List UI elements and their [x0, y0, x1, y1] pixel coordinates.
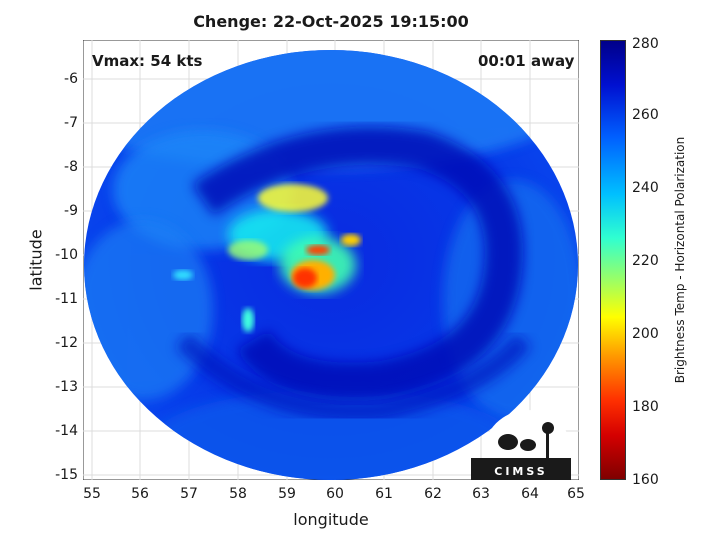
- y-tick: -8: [64, 159, 78, 175]
- x-tick: 62: [424, 486, 442, 502]
- y-tick: -15: [55, 467, 78, 483]
- x-tick: 56: [131, 486, 149, 502]
- colorbar-tick: 240: [632, 180, 659, 196]
- colorbar-tick: 260: [632, 107, 659, 123]
- swath-disk: [84, 50, 578, 480]
- colorbar-tick: 220: [632, 253, 659, 269]
- x-tick: 55: [83, 486, 101, 502]
- x-tick: 59: [278, 486, 296, 502]
- colorbar: [600, 40, 626, 480]
- x-tick: 60: [326, 486, 344, 502]
- y-tick: -12: [55, 335, 78, 351]
- colorbar-tick: 200: [632, 326, 659, 342]
- plot-title: Chenge: 22-Oct-2025 19:15:00: [193, 12, 469, 31]
- colorbar-tick: 160: [632, 472, 659, 488]
- colorbar-tick: 280: [632, 36, 659, 52]
- y-tick: -6: [64, 71, 78, 87]
- x-tick: 61: [375, 486, 393, 502]
- x-tick: 63: [472, 486, 490, 502]
- time-away-label: 00:01 away: [478, 52, 575, 70]
- y-tick: -9: [64, 203, 78, 219]
- y-tick: -7: [64, 115, 78, 131]
- x-tick: 57: [180, 486, 198, 502]
- microwave-image-plot: CIMSS: [82, 39, 580, 500]
- cimss-logo: CIMSS: [471, 410, 573, 500]
- x-axis-label: longitude: [293, 510, 369, 529]
- vmax-label: Vmax: 54 kts: [92, 52, 203, 70]
- x-tick: 65: [567, 486, 585, 502]
- colorbar-tick: 180: [632, 399, 659, 415]
- y-tick: -11: [55, 291, 78, 307]
- logo-text: CIMSS: [494, 465, 547, 478]
- brightness-temperature-map: CIMSS: [82, 39, 580, 500]
- x-tick: 64: [521, 486, 539, 502]
- colorbar-label: Brightness Temp - Horizontal Polarizatio…: [673, 136, 687, 384]
- y-tick: -14: [55, 423, 78, 439]
- y-tick: -10: [55, 247, 78, 263]
- y-tick: -13: [55, 379, 78, 395]
- x-tick: 58: [229, 486, 247, 502]
